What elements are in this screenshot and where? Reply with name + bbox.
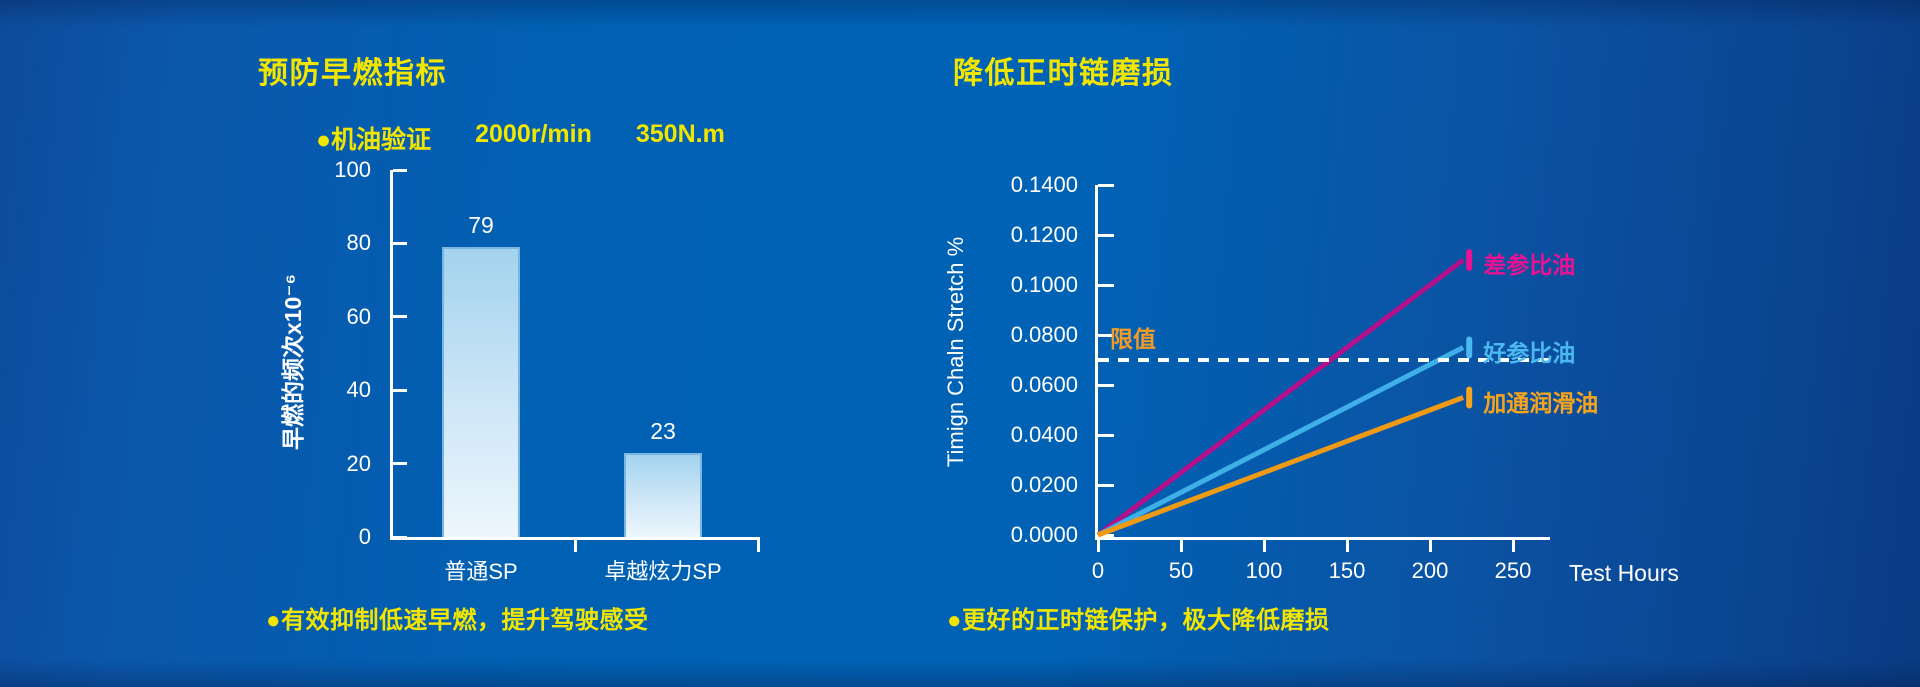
line-y-tick [1098,333,1114,337]
line-y-tick [1098,433,1114,437]
line-y-tick [1098,183,1114,187]
right-chart-x-axis-label: Test Hours [1569,560,1679,586]
series-label-2: 加通润滑油 [1483,389,1599,416]
line-x-tick-label: 200 [1411,558,1449,583]
line-y-tick [1098,233,1114,237]
series-line-1 [1096,345,1465,538]
line-x-tick [1179,537,1183,552]
line-y-tick-label: 0.0200 [1010,472,1078,497]
bar-1 [624,452,702,537]
bar-y-tick [393,462,407,466]
right-chart-y-axis-label: Timign Chaln Stretch % [943,236,968,468]
series-line-0 [1096,258,1465,537]
series-line-2 [1097,395,1465,538]
bar-y-tick [393,168,407,172]
left-chart-note: ●有效抑制低速早燃，提升驾驶感受 [266,607,649,634]
left-chart-title: 预防早燃指标 [258,57,447,90]
bar-category-label: 卓越炫力SP [604,559,722,584]
limit-label: 限值 [1110,326,1156,352]
line-x-tick [1511,537,1515,552]
line-y-tick-label: 0.0800 [1010,322,1078,347]
bar-y-tick-label: 40 [346,377,371,403]
line-y-tick [1098,383,1114,387]
bar-y-tick [393,315,407,319]
series-label-1: 好参比油 [1483,339,1576,366]
line-x-tick-label: 150 [1328,558,1366,583]
line-y-tick-label: 0.1200 [1010,222,1078,247]
line-x-tick [1345,537,1349,552]
bar-y-tick-label: 0 [358,524,371,549]
line-x-tick [1262,537,1266,552]
line-y-tick [1098,283,1114,287]
right-chart-note: ●更好的正时链保护，极大降低磨损 [947,607,1330,634]
line-x-tick [1428,537,1432,552]
bar-y-tick-label: 100 [334,157,371,182]
line-chart-svg [1096,249,1550,538]
bar-value-label: 23 [650,417,676,444]
line-y-tick-label: 0.1400 [1010,172,1078,197]
bar-value-label: 79 [468,212,494,239]
legend-torque-value: 350N.m [635,120,725,148]
line-x-tick [1096,537,1100,552]
line-y-tick [1098,483,1114,487]
line-x-tick-label: 0 [1091,558,1105,583]
right-chart-title: 降低正时链磨损 [953,57,1174,90]
bar-y-tick-label: 60 [346,303,371,329]
bar-y-tick-label: 20 [346,450,371,476]
bar-y-tick [393,388,407,392]
bar-y-tick-label: 80 [346,230,371,256]
line-x-tick-label: 100 [1245,558,1283,583]
line-y-tick [1098,533,1114,537]
bar-0 [442,247,520,537]
left-chart-y-axis-label: 早燃的频次x10⁻⁶ [280,273,306,451]
line-x-tick-label: 50 [1168,558,1194,583]
bar-plot-area: 0 20 40 60 80 100 79 普通SP 23 卓越炫力SP [334,157,760,584]
bar-y-tick [393,241,407,245]
bar-y-tick [393,535,407,539]
bar-x-boundary-tick [756,537,760,552]
legend-speed-value: 2000r/min [475,120,592,148]
series-label-0: 差参比油 [1483,252,1576,278]
left-chart-legend: ●机油验证 2000r/min 350N.m [316,120,725,156]
line-y-tick-label: 0.0600 [1010,372,1078,397]
bar-category-label: 普通SP [444,559,518,584]
line-x-tick-label: 250 [1494,558,1532,583]
line-y-tick-label: 0.0000 [1010,522,1078,547]
legend-oil-verification-label: ●机油验证 [316,126,432,154]
line-y-tick-label: 0.1000 [1010,272,1078,297]
line-y-tick-label: 0.0400 [1010,422,1078,447]
line-plot-area: 0.0000 0.0200 0.0400 0.0600 0.0800 0.1000 0.12… [1011,172,1598,583]
bar-x-boundary-tick [574,537,577,552]
